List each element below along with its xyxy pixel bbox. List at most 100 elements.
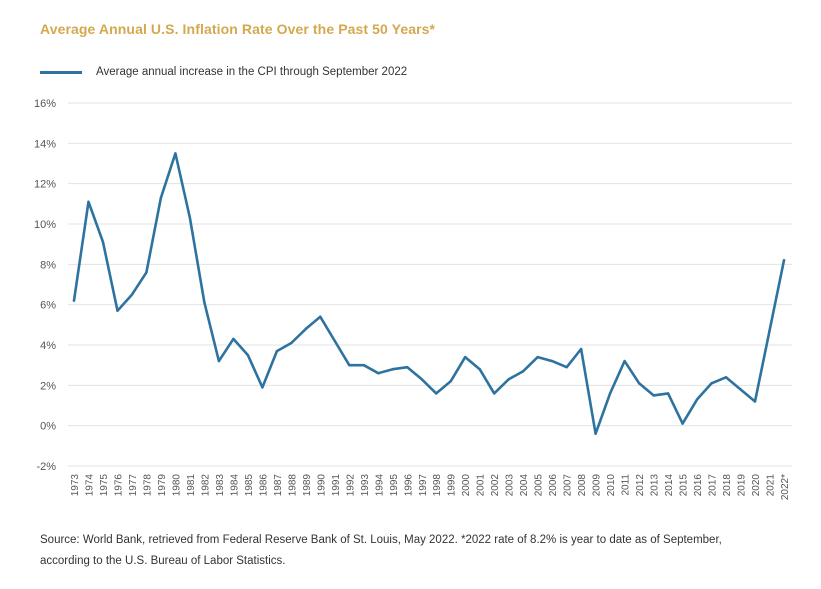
x-tick-label: 1993 <box>360 474 371 497</box>
x-tick-label: 2010 <box>606 474 617 497</box>
data-point <box>753 400 757 403</box>
data-point <box>72 299 76 302</box>
x-tick-label: 1982 <box>200 474 211 497</box>
gridlines <box>68 102 792 467</box>
x-tick-label: 1986 <box>258 474 269 497</box>
x-tick-label: 1991 <box>331 474 342 497</box>
data-point <box>319 315 322 318</box>
x-tick-label: 2001 <box>476 474 487 497</box>
x-tick-label: 2009 <box>592 474 603 497</box>
data-point <box>217 359 221 363</box>
series-layer <box>72 152 786 436</box>
x-tick-label: 1978 <box>142 474 153 497</box>
data-point <box>290 341 293 345</box>
y-tick-label: 10% <box>34 219 56 231</box>
data-point <box>464 355 467 359</box>
data-point <box>565 365 568 369</box>
x-tick-label: 1987 <box>273 474 284 497</box>
data-point <box>406 365 409 369</box>
data-point <box>478 368 481 371</box>
x-tick-label: 2015 <box>679 474 690 497</box>
x-axis-tick-labels: 1973 1974 1975 1976 1977 1978 1979 1980 1981 1982… <box>70 474 791 501</box>
x-tick-label: 1981 <box>186 474 197 497</box>
data-point <box>188 216 192 220</box>
data-point <box>739 388 742 391</box>
x-tick-label: 1989 <box>302 474 313 497</box>
y-tick-label: 14% <box>34 138 56 150</box>
data-point <box>275 349 279 353</box>
x-tick-label: 1983 <box>215 474 226 497</box>
data-point <box>101 240 105 244</box>
legend-swatch <box>40 70 82 74</box>
data-point <box>203 301 206 304</box>
data-point <box>362 363 365 367</box>
data-point <box>768 329 771 333</box>
data-point <box>348 363 351 367</box>
data-point <box>521 370 525 373</box>
data-point <box>507 378 510 381</box>
data-point <box>724 376 728 379</box>
data-point <box>637 382 641 385</box>
x-tick-label: 2008 <box>577 474 588 497</box>
data-point <box>232 337 235 341</box>
data-point <box>579 347 583 351</box>
x-tick-label: 1984 <box>229 474 240 497</box>
y-tick-label: 8% <box>40 259 56 271</box>
x-tick-label: 1997 <box>418 474 429 497</box>
x-tick-label: 2016 <box>693 474 704 497</box>
x-tick-label: 2014 <box>664 474 675 497</box>
x-tick-label: 1977 <box>128 474 139 497</box>
x-tick-label: 2004 <box>519 474 530 497</box>
x-tick-label: 1999 <box>447 474 458 497</box>
data-point <box>130 293 134 296</box>
x-tick-label: 2000 <box>461 474 472 497</box>
data-point <box>304 327 308 331</box>
data-point <box>782 259 786 262</box>
y-axis-tick-labels: -2% 0% 2% 4% 6% 8% 10% 12% 14% 16% <box>34 98 56 473</box>
data-point <box>116 309 119 312</box>
x-tick-label: 2019 <box>737 474 748 497</box>
x-tick-label: 1988 <box>287 474 298 497</box>
x-tick-label: 2018 <box>722 474 733 497</box>
x-tick-label: 2017 <box>708 474 719 497</box>
x-tick-label: 2011 <box>621 474 632 496</box>
data-point <box>435 392 438 395</box>
data-point <box>261 386 264 389</box>
x-tick-label: 1976 <box>113 474 124 497</box>
x-tick-label: 1998 <box>432 474 443 497</box>
data-point <box>174 152 177 155</box>
y-tick-label: 4% <box>40 340 56 352</box>
data-point <box>695 398 699 401</box>
y-tick-label: -2% <box>36 461 56 473</box>
data-point <box>594 432 597 435</box>
y-tick-label: 12% <box>34 179 56 191</box>
x-tick-label: 1975 <box>99 474 110 497</box>
data-point <box>666 392 670 395</box>
x-tick-label: 1996 <box>403 474 414 497</box>
chart-title: Average Annual U.S. Inflation Rate Over … <box>40 21 436 37</box>
y-tick-label: 6% <box>40 300 56 312</box>
x-tick-label: 2022* <box>780 474 791 500</box>
x-tick-label: 1980 <box>171 474 182 497</box>
x-tick-label: 1979 <box>157 474 168 497</box>
data-point <box>550 359 554 363</box>
data-point <box>536 355 539 359</box>
x-tick-label: 2012 <box>635 474 646 497</box>
cpi-series-line <box>72 152 786 436</box>
data-point <box>333 339 337 343</box>
x-tick-label: 1995 <box>389 474 400 497</box>
x-tick-label: 1992 <box>345 474 356 497</box>
x-tick-label: 2007 <box>563 474 574 497</box>
source-note: Source: World Bank, retrieved from Feder… <box>40 534 722 567</box>
x-tick-label: 1990 <box>316 474 327 497</box>
y-tick-label: 2% <box>40 380 56 392</box>
x-tick-label: 2021 <box>766 474 777 497</box>
x-tick-label: 2002 <box>490 474 501 497</box>
data-point <box>493 392 496 395</box>
x-tick-label: 1994 <box>374 474 385 497</box>
data-point <box>145 271 148 274</box>
data-point <box>608 392 612 395</box>
x-tick-label: 2003 <box>505 474 516 497</box>
data-point <box>420 378 423 381</box>
